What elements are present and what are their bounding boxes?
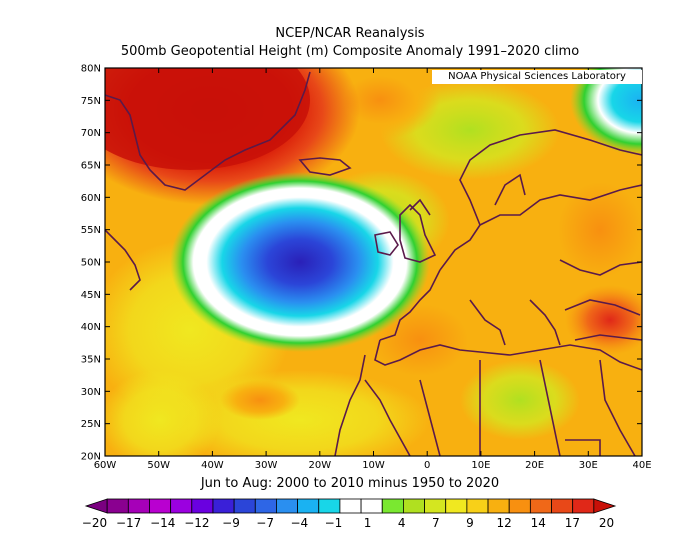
colorbar-tick-label: 1 — [364, 516, 372, 530]
map-title: NCEP/NCAR Reanalysis — [275, 26, 425, 41]
lon-tick-label: 60W — [94, 460, 117, 471]
colorbar-cell — [276, 498, 299, 514]
colorbar-tick-label: −1 — [325, 516, 343, 530]
colorbar-cell — [191, 498, 214, 514]
credit-label: NOAA Physical Sciences Laboratory — [432, 70, 642, 84]
colorbar-cell — [551, 498, 574, 514]
colorbar-tick-label: 12 — [496, 516, 511, 530]
lat-tick-label: 40N — [81, 322, 101, 333]
colorbar-tick-label: −14 — [150, 516, 175, 530]
lat-tick-label: 35N — [81, 355, 101, 366]
colorbar-tick-label: −12 — [184, 516, 209, 530]
colorbar-cell — [297, 498, 320, 514]
colorbar-tick-label: 14 — [531, 516, 546, 530]
colorbar-tick-label: 4 — [398, 516, 406, 530]
colorbar-labels: −20 −17 −14 −12 −9 −7 −4 −1 1 4 7 9 12 14 17 20 — [82, 516, 614, 530]
lon-tick-label: 10W — [362, 460, 385, 471]
colorbar-cell — [254, 498, 277, 514]
colorbar-cell — [318, 498, 341, 514]
lon-tick-label: 30W — [255, 460, 278, 471]
colorbar-cell — [339, 498, 362, 514]
colorbar-tick-label: −20 — [82, 516, 107, 530]
lon-tick-label: 10E — [471, 460, 490, 471]
lat-tick-label: 75N — [81, 96, 101, 107]
colorbar-tick-label: 7 — [432, 516, 440, 530]
colorbar-cell — [466, 498, 489, 514]
colorbar-cell — [170, 498, 193, 514]
lat-tick-label: 60N — [81, 193, 101, 204]
coastlines — [105, 71, 642, 456]
lon-tick-label: 40E — [632, 460, 651, 471]
colorbar-cell — [212, 498, 235, 514]
colorbar-cell — [381, 498, 404, 514]
colorbar-cell — [402, 498, 425, 514]
lat-tick-label: 45N — [81, 290, 101, 301]
colorbar-tick-label: −7 — [256, 516, 274, 530]
colorbar-cell — [424, 498, 447, 514]
colorbar-tick-label: 17 — [565, 516, 580, 530]
lat-tick-label: 80N — [81, 64, 101, 75]
colorbar-cell — [445, 498, 468, 514]
colorbar-cell — [593, 498, 617, 514]
lon-tick-label: 30E — [579, 460, 598, 471]
lon-tick-label: 20W — [308, 460, 331, 471]
lat-tick-label: 65N — [81, 161, 101, 172]
lat-tick-label: 70N — [81, 128, 101, 139]
colorbar-tick-label: −17 — [116, 516, 141, 530]
lat-tick-label: 50N — [81, 258, 101, 269]
lat-tick-label: 30N — [81, 387, 101, 398]
lon-tick-label: 40W — [201, 460, 224, 471]
latitude-axis: 80N 75N 70N 65N 60N 55N 50N 45N 40N 35N 30N 25N 20N — [81, 64, 642, 463]
longitude-axis: 60W 50W 40W 30W 20W 10W 0 10E 20E 30E 40E — [94, 68, 652, 471]
lon-tick-label: 20E — [525, 460, 544, 471]
colorbar-cell — [487, 498, 510, 514]
colorbar-cell — [106, 498, 129, 514]
colorbar-tick-label: 9 — [466, 516, 474, 530]
colorbar-cells — [84, 498, 617, 514]
lat-tick-label: 20N — [81, 452, 101, 463]
colorbar-cell — [149, 498, 172, 514]
period-label: Jun to Aug: 2000 to 2010 minus 1950 to 2… — [200, 476, 500, 491]
colorbar-cell — [508, 498, 531, 514]
lat-tick-label: 55N — [81, 225, 101, 236]
lon-tick-label: 50W — [147, 460, 170, 471]
map-subtitle: 500mb Geopotential Height (m) Composite … — [120, 44, 580, 59]
colorbar-tick-label: −9 — [222, 516, 240, 530]
lat-tick-label: 25N — [81, 419, 101, 430]
colorbar-cell — [360, 498, 383, 514]
colorbar-cell — [84, 498, 108, 514]
colorbar-cell — [233, 498, 256, 514]
colorbar-cell — [572, 498, 595, 514]
colorbar-cell — [127, 498, 150, 514]
colorbar-cell — [529, 498, 552, 514]
lon-tick-label: 0 — [424, 460, 430, 471]
colorbar-tick-label: −4 — [290, 516, 308, 530]
colorbar-tick-label: 20 — [599, 516, 614, 530]
